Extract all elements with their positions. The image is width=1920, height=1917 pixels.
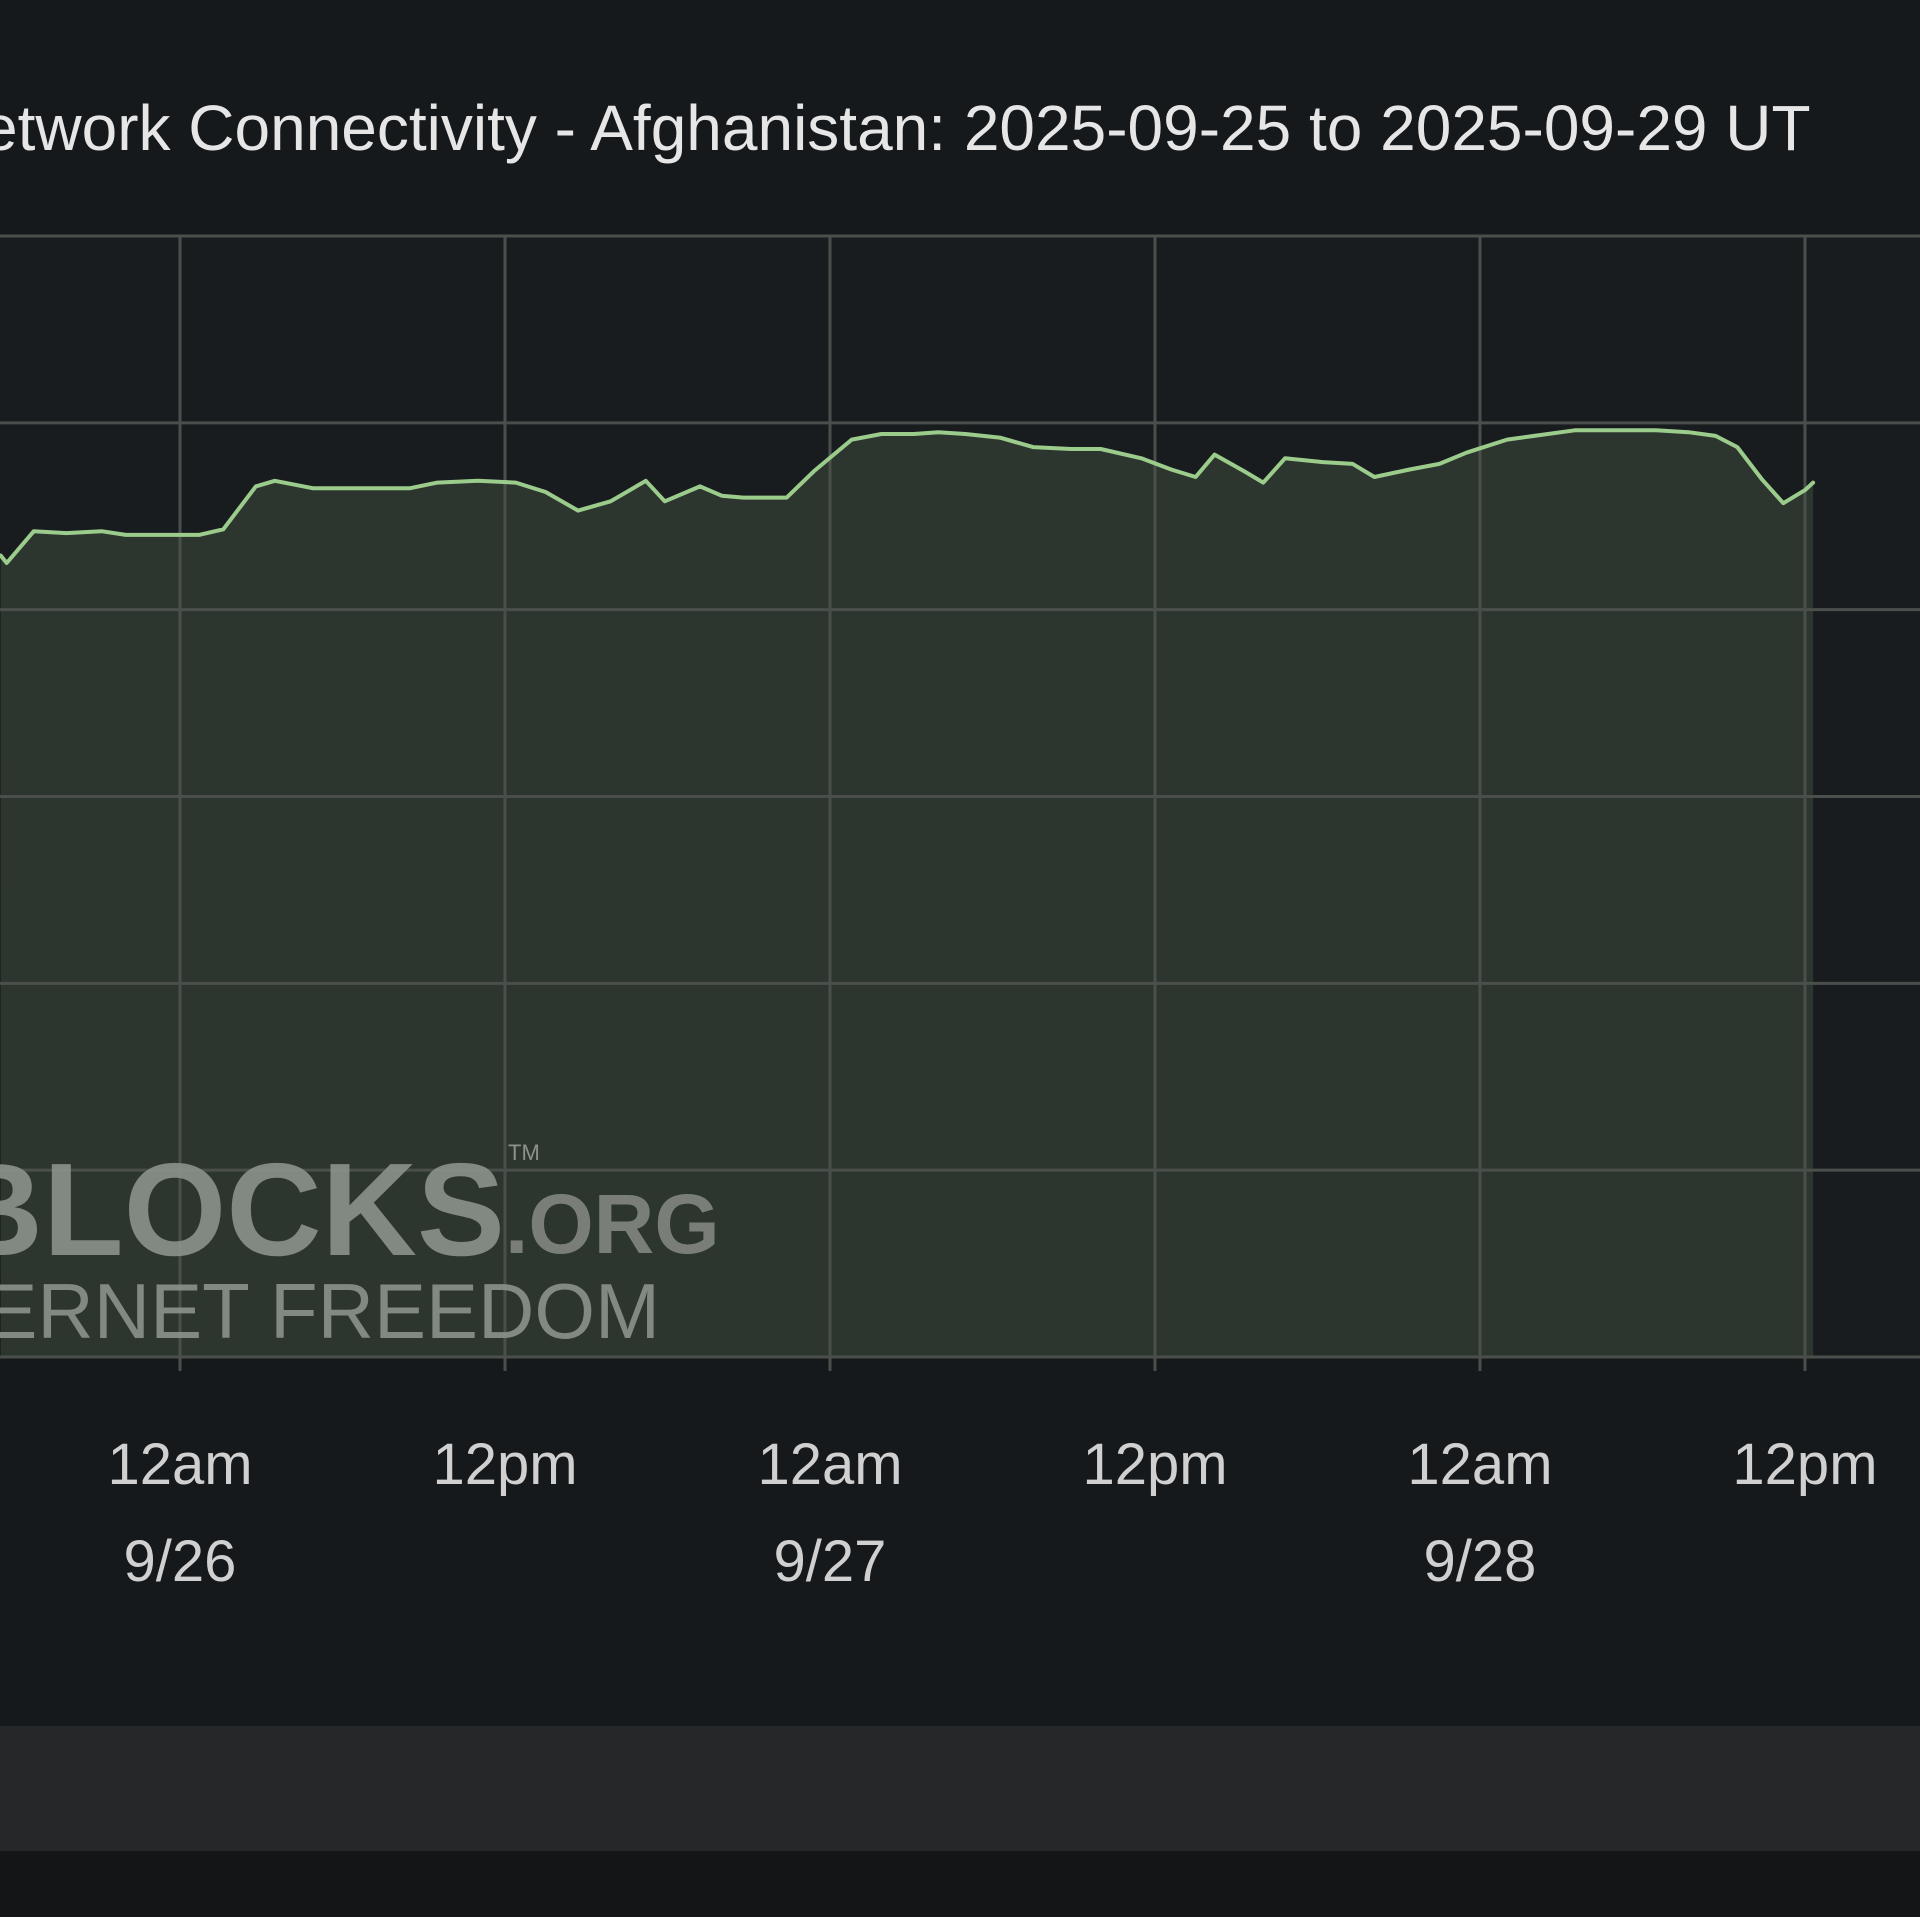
x-tick-date: 9/27: [774, 1529, 887, 1594]
x-tick-date: 9/28: [1424, 1529, 1537, 1594]
x-tick-date: 9/26: [124, 1529, 237, 1594]
x-axis-ticks: 12am 9/26 12pm 12am 9/27 12pm 12am 9/28 12pm: [107, 1432, 1877, 1594]
watermark: NETBLOCKS .ORG TM MAPPING INTERNET FREED…: [0, 1136, 720, 1355]
x-tick-label: 12am: [757, 1432, 902, 1497]
grid-layer: [0, 234, 1920, 1371]
watermark-brand: NETBLOCKS: [0, 1136, 505, 1283]
watermark-tagline: MAPPING INTERNET FREEDOM: [0, 1267, 660, 1355]
area-layer: [0, 430, 1814, 1357]
series-line-0: [0, 428, 1816, 565]
x-tick-label: 12am: [107, 1432, 252, 1497]
x-tick-label: 12pm: [1082, 1432, 1227, 1497]
x-tick-label: 12pm: [1732, 1432, 1877, 1497]
bottom-edge: [0, 1851, 1920, 1917]
bottom-bar: [0, 1726, 1920, 1851]
line-layer: [0, 428, 1816, 565]
series-area-0: [0, 430, 1814, 1357]
x-tick-label: 12pm: [432, 1432, 577, 1497]
watermark-trademark: TM: [508, 1140, 540, 1165]
chart-title: etwork Connectivity - Afghanistan: 2025-…: [0, 92, 1811, 164]
watermark-suffix: .ORG: [505, 1177, 720, 1271]
x-tick-label: 12am: [1407, 1432, 1552, 1497]
